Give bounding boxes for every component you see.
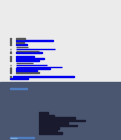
Bar: [10, 58, 11, 59]
Bar: [16, 58, 44, 59]
Bar: [16, 56, 34, 57]
Bar: [39, 125, 77, 126]
Bar: [10, 40, 11, 41]
Bar: [10, 72, 11, 73]
Bar: [13, 76, 74, 77]
Bar: [10, 52, 11, 53]
Bar: [39, 127, 59, 129]
Bar: [39, 117, 75, 119]
Bar: [10, 68, 11, 69]
Bar: [16, 60, 39, 61]
Bar: [16, 52, 42, 53]
Bar: [39, 112, 48, 114]
Bar: [39, 132, 62, 134]
Bar: [16, 68, 50, 69]
Bar: [10, 70, 11, 71]
Bar: [10, 76, 11, 77]
Bar: [10, 78, 28, 79]
Bar: [39, 120, 85, 121]
Bar: [10, 88, 27, 89]
Bar: [10, 60, 11, 61]
Bar: [10, 137, 17, 138]
Bar: [10, 44, 11, 45]
Bar: [16, 38, 25, 39]
Bar: [10, 137, 34, 138]
Bar: [39, 122, 68, 124]
Bar: [10, 42, 11, 43]
Bar: [10, 56, 11, 57]
Bar: [10, 38, 11, 39]
Bar: [39, 115, 54, 116]
Bar: [16, 42, 24, 43]
Bar: [16, 44, 27, 45]
Bar: [16, 70, 37, 71]
Bar: [16, 72, 39, 73]
Bar: [39, 130, 57, 131]
Bar: [0, 82, 121, 140]
Bar: [16, 40, 53, 41]
